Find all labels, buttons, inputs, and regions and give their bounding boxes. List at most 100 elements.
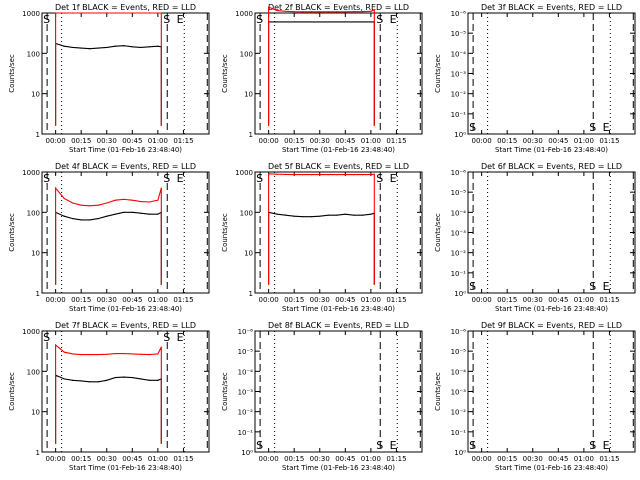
y-tick-label: 10⁻⁴ (451, 50, 467, 58)
y-tick-label: 10⁻⁵ (451, 30, 467, 38)
x-tick-label: 00:45 (335, 137, 355, 145)
data-point-lld (148, 201, 150, 203)
data-point-lld (148, 12, 150, 14)
x-axis-label: Start Time (01-Feb-16 23:48:40) (495, 146, 608, 154)
data-point-events (344, 21, 346, 23)
data-point-events (319, 21, 321, 23)
data-point-events (131, 211, 133, 213)
start-marker-s: S (163, 13, 170, 26)
data-point-events (106, 379, 108, 381)
start-marker-s: S (43, 172, 50, 185)
plot-frame (41, 171, 210, 294)
y-axis-label: Counts/sec (434, 372, 442, 411)
data-point-events (344, 213, 346, 215)
data-point-lld (344, 11, 346, 13)
y-tick-label: 100 (27, 368, 40, 376)
y-tick-label: 10⁻² (451, 250, 467, 258)
y-tick-label: 10⁻⁵ (451, 189, 467, 197)
data-point-lld (131, 12, 133, 14)
y-tick-label: 100 (27, 50, 40, 58)
y-tick-label: 10⁻¹ (451, 270, 467, 278)
x-tick-label: 00:45 (548, 137, 568, 145)
data-point-events (114, 45, 116, 47)
y-tick-label: 10 (31, 409, 40, 417)
y-tick-label: 10⁰ (454, 449, 466, 457)
y-tick-label: 10⁻⁴ (451, 209, 467, 217)
data-point-lld (72, 202, 74, 204)
panel-det-4: Det 4f BLACK = Events, RED = LLD 1 10 100 10… (8, 162, 210, 313)
x-tick-label: 00:00 (259, 137, 279, 145)
y-tick-label: 1 (249, 290, 253, 298)
y-axis-label: Counts/sec (8, 213, 16, 252)
data-point-lld (80, 12, 82, 14)
start-marker-s: S (163, 172, 170, 185)
data-point-events (63, 378, 65, 380)
series-line-events (55, 42, 162, 126)
x-tick-label: 01:00 (361, 137, 381, 145)
x-tick-label: 00:15 (497, 137, 517, 145)
data-point-lld (370, 10, 372, 12)
data-point-lld (285, 173, 287, 176)
data-point-events (72, 379, 74, 381)
data-point-lld (63, 12, 65, 14)
data-point-events (140, 46, 142, 49)
x-tick-label: 00:00 (46, 137, 66, 145)
panel-title: Det 1f BLACK = Events, RED = LLD (55, 3, 196, 12)
x-tick-label: 01:15 (386, 137, 406, 145)
x-tick-label: 00:30 (523, 455, 543, 463)
data-point-events (285, 214, 287, 216)
data-point-events (336, 21, 338, 23)
x-tick-label: 01:00 (148, 296, 168, 304)
x-tick-label: 00:45 (335, 455, 355, 463)
data-point-events (72, 217, 74, 220)
start-marker-s: S (376, 172, 383, 185)
data-point-lld (157, 199, 159, 201)
x-tick-label: 00:00 (259, 455, 279, 463)
y-axis-label: Counts/sec (434, 213, 442, 252)
data-point-lld (160, 12, 162, 14)
y-axis-label: Counts/sec (221, 372, 229, 411)
data-point-events (361, 214, 363, 216)
x-tick-label: 00:45 (122, 137, 142, 145)
data-point-lld (157, 353, 159, 355)
x-tick-label: 00:30 (97, 137, 117, 145)
x-tick-label: 00:00 (472, 137, 492, 145)
data-point-lld (89, 353, 91, 356)
data-point-lld (63, 197, 65, 200)
start-marker-s: S (43, 331, 50, 344)
x-axis-label: Start Time (01-Feb-16 23:48:40) (282, 464, 395, 472)
x-tick-label: 00:45 (122, 296, 142, 304)
start-marker-s: S (256, 13, 263, 26)
y-tick-label: 10⁰ (454, 131, 466, 139)
data-point-lld (123, 353, 125, 355)
series-line-lld (55, 186, 162, 285)
data-point-lld (361, 174, 363, 176)
x-axis-label: Start Time (01-Feb-16 23:48:40) (495, 305, 608, 313)
data-point-lld (140, 353, 142, 355)
x-tick-label: 00:30 (523, 137, 543, 145)
data-point-lld (160, 346, 162, 348)
data-point-events (114, 213, 116, 215)
x-axis-label: Start Time (01-Feb-16 23:48:40) (69, 146, 182, 154)
data-point-lld (361, 11, 363, 13)
x-tick-label: 00:15 (284, 296, 304, 304)
y-tick-label: 10⁻⁶ (238, 328, 254, 336)
x-tick-label: 01:00 (574, 137, 594, 145)
x-tick-label: 01:15 (599, 296, 619, 304)
start-marker-s: S (469, 439, 476, 452)
x-tick-label: 00:15 (71, 137, 91, 145)
y-tick-label: 10⁻³ (451, 230, 467, 238)
data-point-events (114, 376, 116, 379)
data-point-lld (80, 353, 82, 356)
start-marker-s: S (376, 13, 383, 26)
x-tick-label: 00:30 (310, 296, 330, 304)
start-marker-s: S (376, 439, 383, 452)
data-point-events (123, 211, 125, 213)
data-point-events (106, 46, 108, 49)
data-point-lld (310, 174, 312, 176)
data-point-events (361, 21, 363, 23)
data-point-lld (114, 353, 116, 355)
y-tick-label: 1000 (22, 328, 40, 336)
panel-title: Det 5f BLACK = Events, RED = LLD (268, 162, 409, 171)
y-tick-label: 10⁻⁵ (238, 348, 254, 356)
